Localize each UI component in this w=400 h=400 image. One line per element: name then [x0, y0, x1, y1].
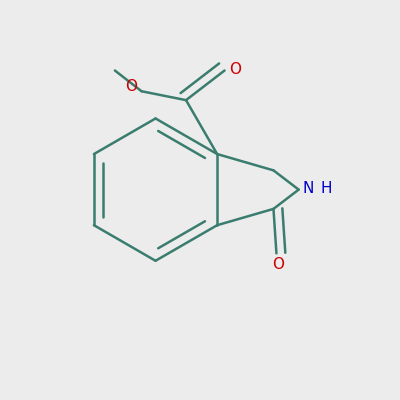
Text: O: O	[229, 62, 241, 76]
Text: O: O	[125, 79, 137, 94]
Text: O: O	[272, 257, 284, 272]
Text: H: H	[320, 181, 332, 196]
Text: N: N	[302, 181, 314, 196]
